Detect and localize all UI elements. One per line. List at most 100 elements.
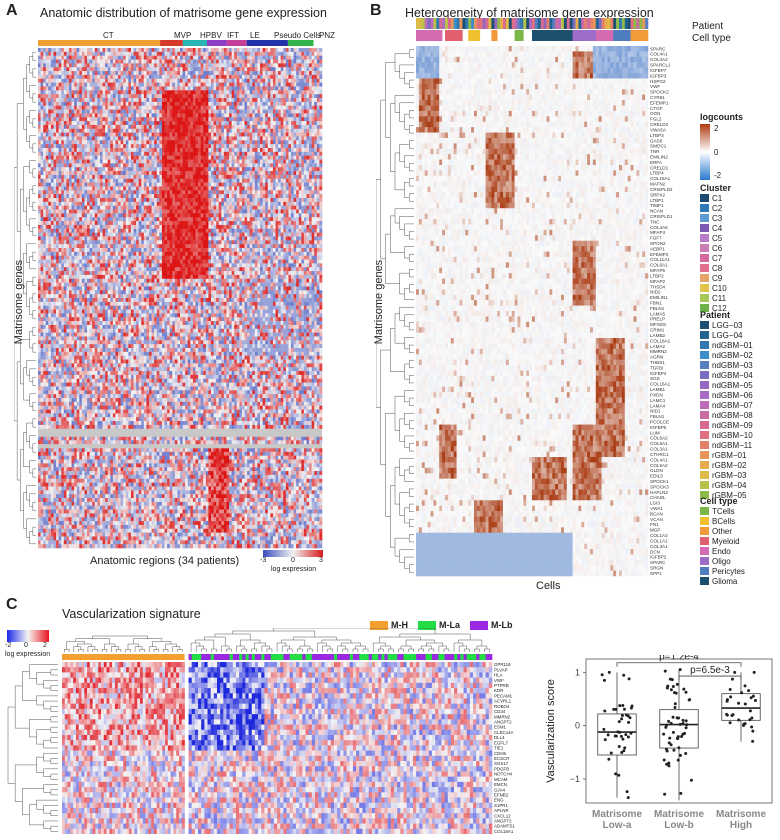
- region-bar-mvp: [160, 40, 183, 46]
- c-gene-label: CDH5: [494, 751, 507, 756]
- boxplot-y-label: Vascularization score: [545, 679, 557, 783]
- data-point: [728, 721, 732, 725]
- b-gene-label: MATN2: [650, 182, 666, 187]
- data-point: [665, 686, 669, 690]
- data-point: [625, 790, 629, 794]
- data-point: [681, 732, 685, 736]
- patient-item: ndGBM−06: [700, 390, 753, 400]
- data-point: [747, 689, 751, 693]
- c-gene-label: VWF: [494, 678, 504, 683]
- celltype-legend-title: Cell type: [700, 496, 745, 506]
- data-point: [671, 685, 675, 689]
- data-point: [614, 772, 618, 776]
- y-tick-label: −1: [570, 774, 580, 784]
- c-gene-label: MMRN2: [494, 714, 511, 719]
- patient-label: ndGBM−06: [712, 391, 753, 400]
- data-point: [622, 673, 626, 677]
- c-gene-label: DLL4: [494, 735, 505, 740]
- b-gene-label: IGFBP3: [650, 73, 667, 78]
- cluster-item: C5: [700, 233, 731, 243]
- panel-c-dendrogram: [7, 628, 490, 832]
- data-point: [668, 736, 672, 740]
- boxplot-plot-area: Vascularization score −101MatrisomeLow-aM…: [545, 655, 773, 831]
- cluster-swatch: [700, 234, 709, 242]
- c-gene-label: MCAM: [494, 777, 508, 782]
- data-point: [678, 753, 682, 757]
- data-point: [618, 704, 622, 708]
- celltype-item: TCells: [700, 506, 745, 516]
- b-gene-label: SGS: [650, 376, 660, 381]
- data-point: [670, 678, 674, 682]
- x-category-label: Low-b: [664, 820, 693, 831]
- data-point: [737, 701, 741, 705]
- b-gene-label: COL6A1: [650, 441, 668, 446]
- region-label-pseudo-cells: Pseudo Cells: [274, 31, 321, 40]
- panel-b-heatmap-cells: [416, 46, 649, 577]
- data-point: [751, 739, 755, 743]
- celltype-swatch: [700, 547, 709, 555]
- logcounts-tick-min: -2: [714, 171, 721, 180]
- b-gene-label: LTBP2: [650, 273, 664, 278]
- cluster-label: C3: [712, 214, 722, 223]
- b-gene-label: LTBP3: [650, 133, 664, 138]
- vascularization-boxplot: Vascularization score −101MatrisomeLow-aM…: [545, 655, 773, 831]
- c-gene-label: EMCN: [494, 782, 507, 787]
- b-gene-label: LAMA5: [650, 311, 666, 316]
- cluster-swatch: [700, 304, 709, 312]
- data-point: [740, 691, 744, 695]
- b-gene-label: SPOCK1: [650, 479, 669, 484]
- patient-label: ndGBM−01: [712, 341, 753, 350]
- x-category-label: High: [730, 820, 752, 831]
- b-gene-label: LGI3: [650, 501, 660, 506]
- data-point: [669, 743, 673, 747]
- celltype-label: Glioma: [712, 577, 737, 586]
- data-point: [751, 694, 755, 698]
- cluster-label: C10: [712, 284, 727, 293]
- data-point: [733, 670, 737, 674]
- celltype-item: BCells: [700, 516, 745, 526]
- data-point: [602, 678, 606, 682]
- data-point: [667, 764, 671, 768]
- celltype-item: Glioma: [700, 576, 745, 586]
- data-point: [725, 699, 729, 703]
- b-gene-label: CRISPLD2: [650, 187, 673, 192]
- b-gene-label: COL4A1: [650, 457, 668, 462]
- celltype-legend-items: TCells BCells Other Myeloid Endo Oligo Pericyt…: [700, 506, 745, 586]
- b-gene-label: MFGE8: [650, 322, 666, 327]
- b-gene-label: FBN1: [650, 301, 662, 306]
- b-gene-label: TGFBI: [650, 365, 664, 370]
- patient-item: LGG−04: [700, 330, 753, 340]
- patient-swatch: [700, 441, 709, 449]
- patient-item: ndGBM−10: [700, 430, 753, 440]
- patient-label: ndGBM−07: [712, 401, 753, 410]
- b-gene-label: PXDN: [650, 392, 663, 397]
- c-gene-label: ACVRL1: [494, 699, 512, 704]
- celltype-label: Endo: [712, 547, 731, 556]
- celltype-swatch: [700, 567, 709, 575]
- region-label-ift: IFT: [227, 31, 239, 40]
- annot-row-patient: Patient: [692, 21, 723, 32]
- c-scale-tick-min: -2: [5, 642, 11, 649]
- patient-swatch: [700, 371, 709, 379]
- data-point: [616, 730, 620, 734]
- data-point: [669, 688, 673, 692]
- data-point: [677, 746, 681, 750]
- data-point: [663, 792, 667, 796]
- patient-item: ndGBM−04: [700, 370, 753, 380]
- data-point: [676, 735, 680, 739]
- cluster-swatch: [700, 254, 709, 262]
- data-point: [689, 778, 693, 782]
- celltype-item: Endo: [700, 546, 745, 556]
- b-gene-label: COL1A1: [650, 538, 668, 543]
- c-gene-label: HLA: [494, 673, 503, 678]
- cluster-label: C5: [712, 234, 722, 243]
- c-gene-label: ROBO4: [494, 704, 510, 709]
- data-point: [681, 718, 685, 722]
- patient-label: rGBM−05: [712, 491, 746, 500]
- data-point: [674, 691, 678, 695]
- b-gene-label: CRELD2: [650, 122, 669, 127]
- data-point: [607, 670, 611, 674]
- region-label-le: LE: [250, 31, 260, 40]
- b-gene-label: FBLN1: [650, 306, 665, 311]
- b-gene-label: COL6A1: [650, 263, 668, 268]
